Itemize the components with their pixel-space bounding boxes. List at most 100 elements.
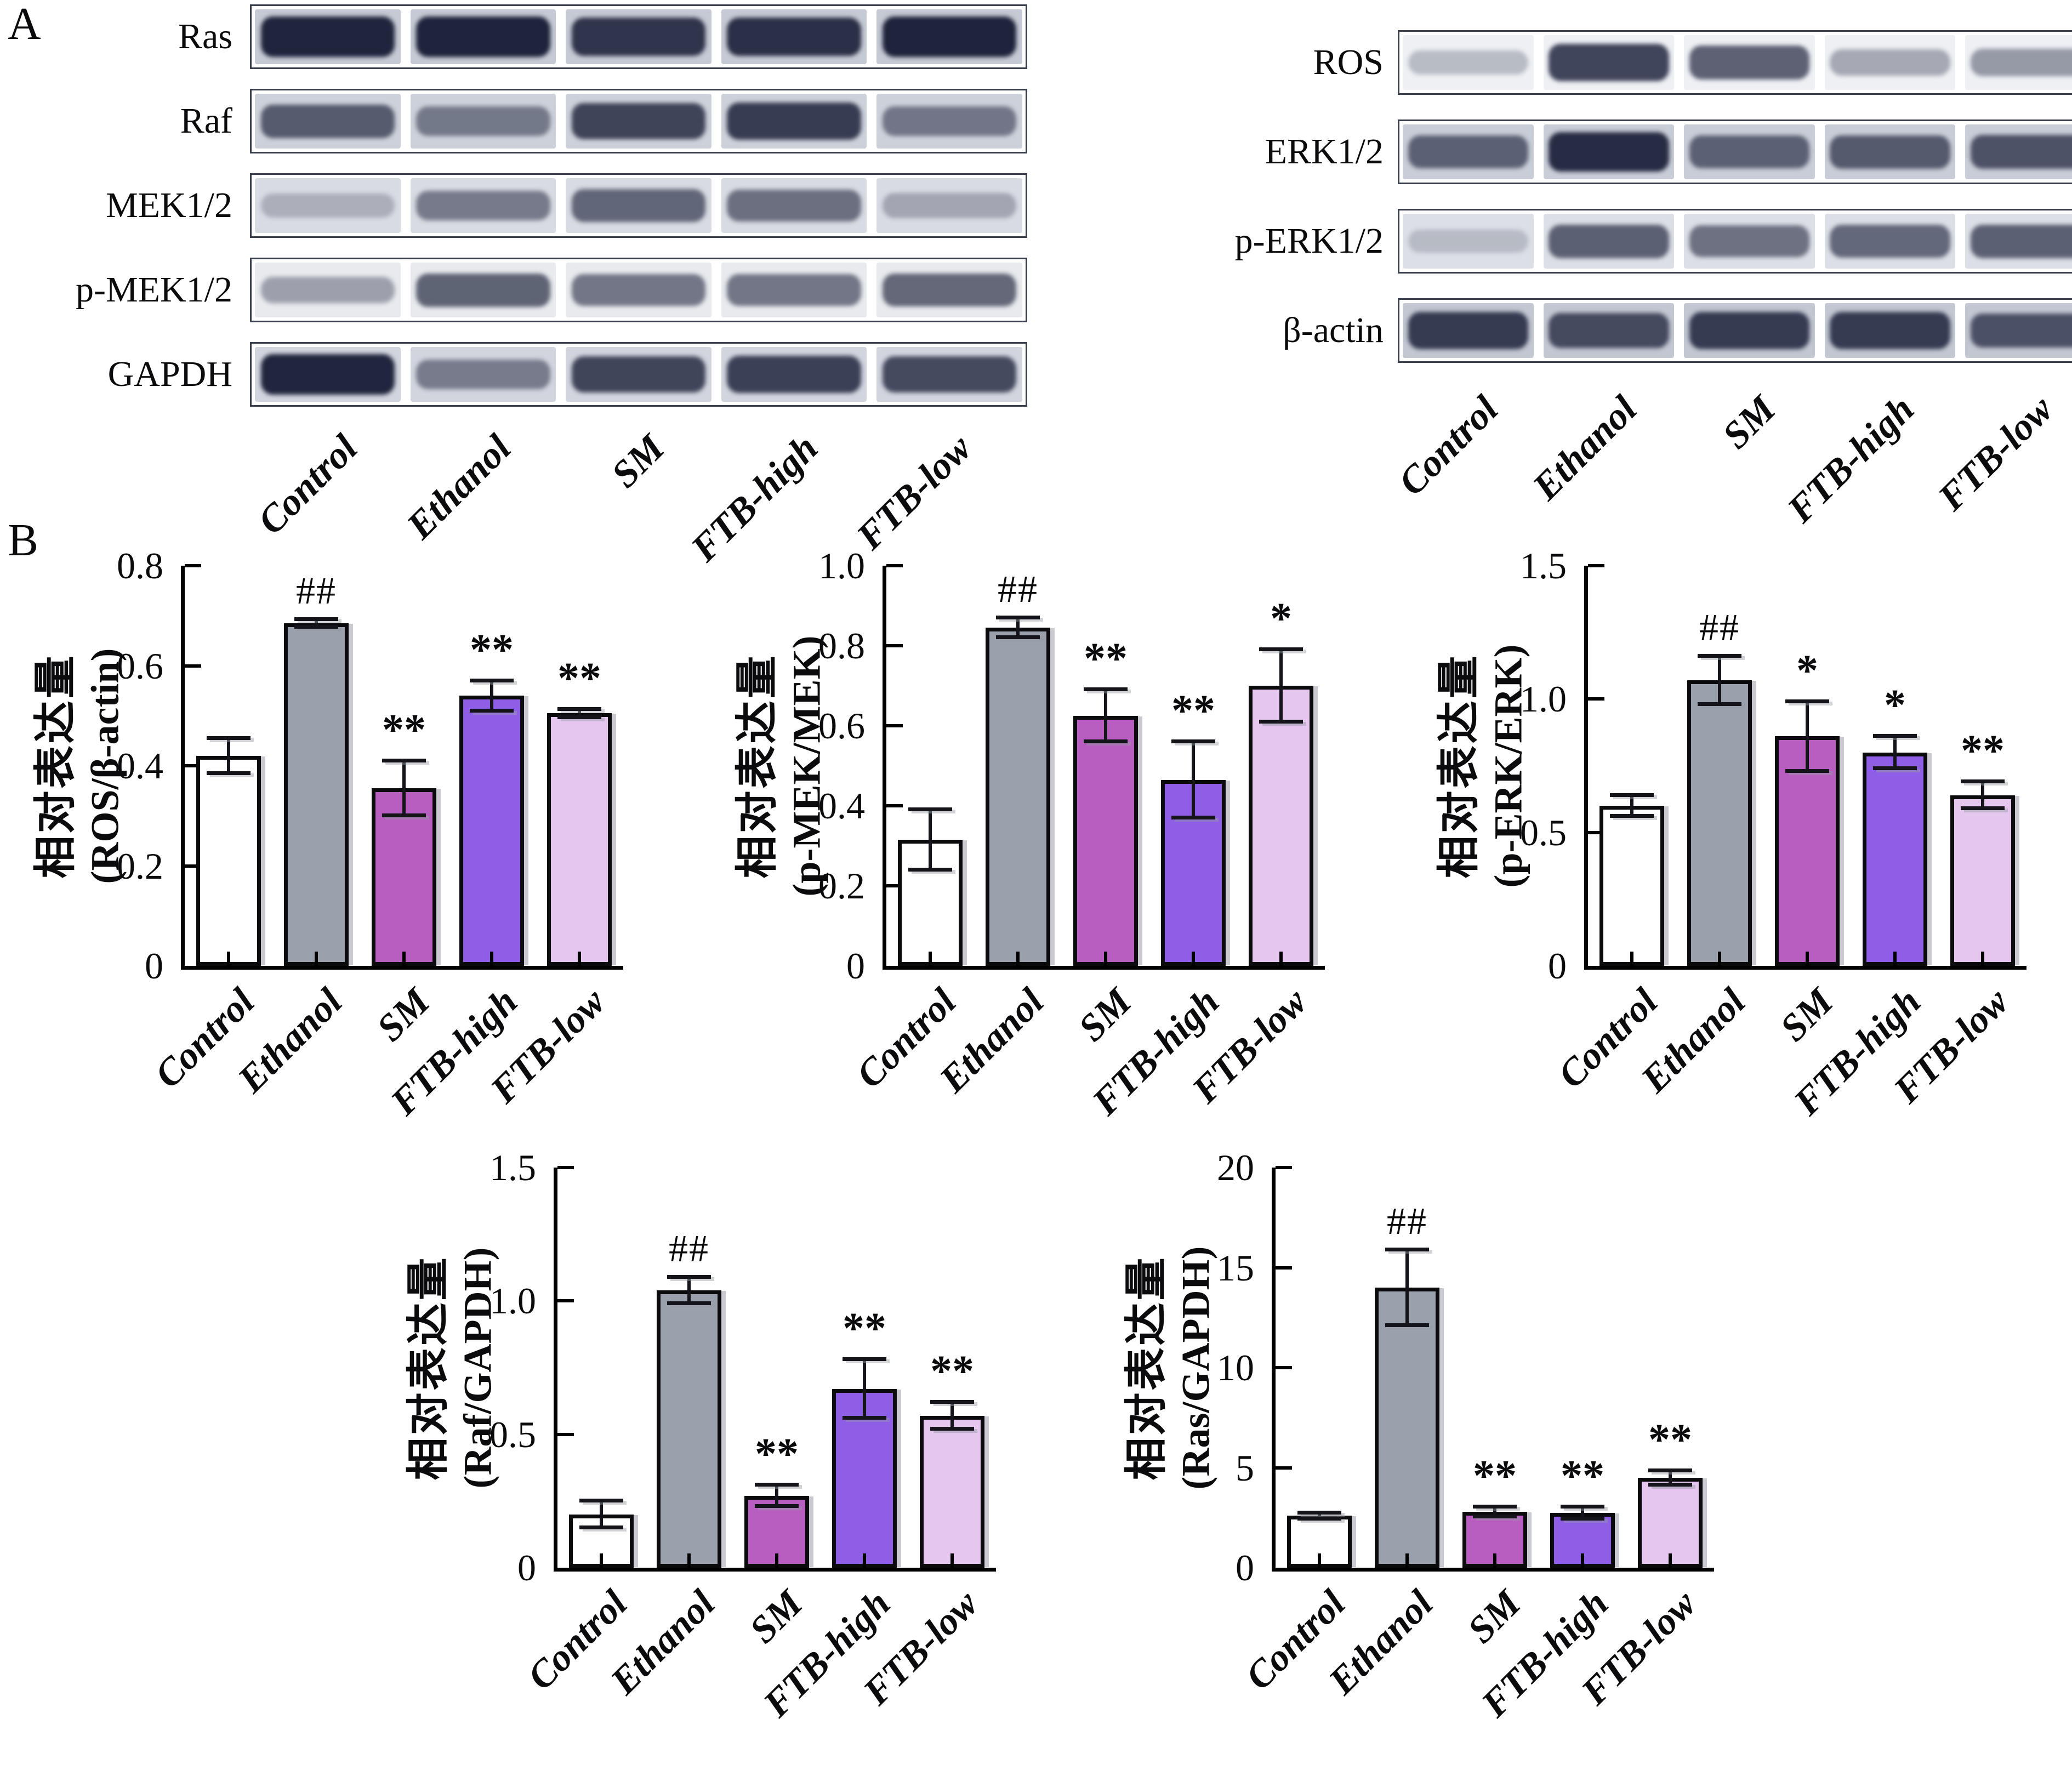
y-axis-label-ratio: (p-MEK/MEK) <box>784 635 829 896</box>
error-cap-bottom <box>1698 702 1741 707</box>
y-tick-label: 1.5 <box>489 1147 536 1188</box>
blot-band <box>1830 135 1950 169</box>
error-cap-bottom <box>755 1504 799 1509</box>
blot-lane-FTB-low <box>1965 124 2072 179</box>
blot-strip <box>1398 30 2072 95</box>
blot-row-label: ERK1/2 <box>1265 132 1384 172</box>
significance-label: * <box>1796 647 1818 696</box>
blot-band <box>1408 230 1529 253</box>
significance-label: ## <box>998 568 1038 611</box>
blot-band <box>1549 44 1669 81</box>
y-tick <box>886 644 903 647</box>
y-tick <box>557 1299 574 1303</box>
bar-FTB-high <box>1863 752 1927 966</box>
blot-lane-FTB-low <box>1965 35 2072 90</box>
error-bar <box>1405 1249 1409 1326</box>
blot-lane-SM <box>1684 124 1815 179</box>
blot-strip <box>1398 298 2072 363</box>
plot-area: ## ** ** ** <box>554 1166 996 1572</box>
error-cap-bottom <box>294 625 338 629</box>
blot-band <box>416 273 550 307</box>
x-tick <box>863 1553 866 1568</box>
blot-lane-FTB-high <box>721 347 867 402</box>
y-tick-label: 20 <box>1217 1147 1254 1188</box>
blot-lane-Ethanol <box>410 178 556 233</box>
blot-band <box>1408 312 1529 349</box>
error-cap-bottom <box>1259 719 1303 724</box>
blot-band <box>571 103 706 140</box>
y-tick <box>1588 564 1604 567</box>
significance-label: ## <box>1699 607 1740 650</box>
error-cap-top <box>1084 687 1128 692</box>
blot-band <box>260 276 395 304</box>
error-cap-bottom <box>1385 1323 1429 1328</box>
blot-lane-FTB-high <box>721 178 867 233</box>
x-tick <box>775 1553 778 1568</box>
blot-band <box>1830 49 1950 76</box>
blot-lane-Ethanol <box>410 347 556 402</box>
bar-SM <box>1073 715 1138 966</box>
blot-row: β-actin <box>1222 298 2072 363</box>
blot-strip <box>1398 119 2072 184</box>
error-bar <box>775 1485 778 1507</box>
error-cap-bottom <box>207 771 251 775</box>
bar-Ethanol <box>986 628 1050 966</box>
bar-Control <box>1599 806 1664 966</box>
y-tick-label: 0.2 <box>818 865 865 907</box>
y-tick-label: 1.5 <box>1520 545 1567 587</box>
significance-label: ** <box>470 625 514 674</box>
blot-row: GAPDH <box>14 342 1027 407</box>
bar-FTB-low <box>1950 795 2015 966</box>
error-cap-bottom <box>557 715 601 719</box>
blot-band <box>571 189 706 222</box>
bar-FTB-low <box>1638 1477 1703 1568</box>
blot-lane-FTB-high <box>1824 35 1956 90</box>
blot-lane-Ethanol <box>410 94 556 149</box>
x-tick <box>1279 952 1283 966</box>
blot-band <box>1689 45 1810 79</box>
error-cap-bottom <box>579 1525 623 1529</box>
blot-row-label: Raf <box>180 101 232 141</box>
error-bar <box>929 810 932 870</box>
error-cap-top <box>1961 779 2005 784</box>
blot-band <box>727 356 861 393</box>
error-cap-bottom <box>1873 766 1917 770</box>
error-cap-top <box>1698 654 1741 658</box>
x-tick <box>1981 952 1984 966</box>
significance-label: * <box>1884 681 1906 730</box>
y-tick <box>886 564 903 567</box>
blot-lane-Control <box>255 9 401 64</box>
error-cap-bottom <box>1171 815 1215 819</box>
blot-row: ROS <box>1222 30 2072 95</box>
significance-label: ** <box>1473 1451 1517 1500</box>
significance-label: * <box>1270 595 1292 644</box>
blot-lane-Control <box>255 263 401 317</box>
blot-lane-Control <box>1403 214 1534 269</box>
blot-lane-Ethanol <box>1543 124 1675 179</box>
error-bar <box>1192 742 1195 818</box>
error-cap-bottom <box>1610 814 1654 818</box>
blot-strip <box>250 342 1027 407</box>
y-tick <box>886 804 903 807</box>
blot-lane-FTB-low <box>876 178 1022 233</box>
blot-row-label: MEK1/2 <box>106 185 232 225</box>
blot-lane-SM <box>566 178 711 233</box>
bar-Ethanol <box>657 1290 721 1568</box>
error-bar <box>1581 1506 1584 1519</box>
y-tick-label: 0.4 <box>818 785 865 827</box>
error-bar <box>687 1277 691 1304</box>
error-bar <box>1981 782 1984 809</box>
y-tick-label: 5 <box>1236 1447 1254 1489</box>
error-bar <box>1669 1470 1672 1485</box>
significance-label: ## <box>1387 1200 1427 1243</box>
error-cap-top <box>1873 734 1917 738</box>
error-cap-bottom <box>930 1426 974 1431</box>
plot-area: ## * * ** <box>1584 564 2027 970</box>
error-bar <box>1104 690 1107 742</box>
x-tick <box>600 1553 603 1568</box>
blot-band <box>1970 134 2072 169</box>
chart-(Raf/GAPDH): 相对表达量 (Raf/GAPDH) 0 0.5 1.0 1.5 Control Ethanol… <box>389 1129 1025 1725</box>
blot-lane-Ethanol <box>1543 35 1675 90</box>
bar-FTB-low <box>547 713 612 966</box>
error-bar <box>1893 736 1897 769</box>
